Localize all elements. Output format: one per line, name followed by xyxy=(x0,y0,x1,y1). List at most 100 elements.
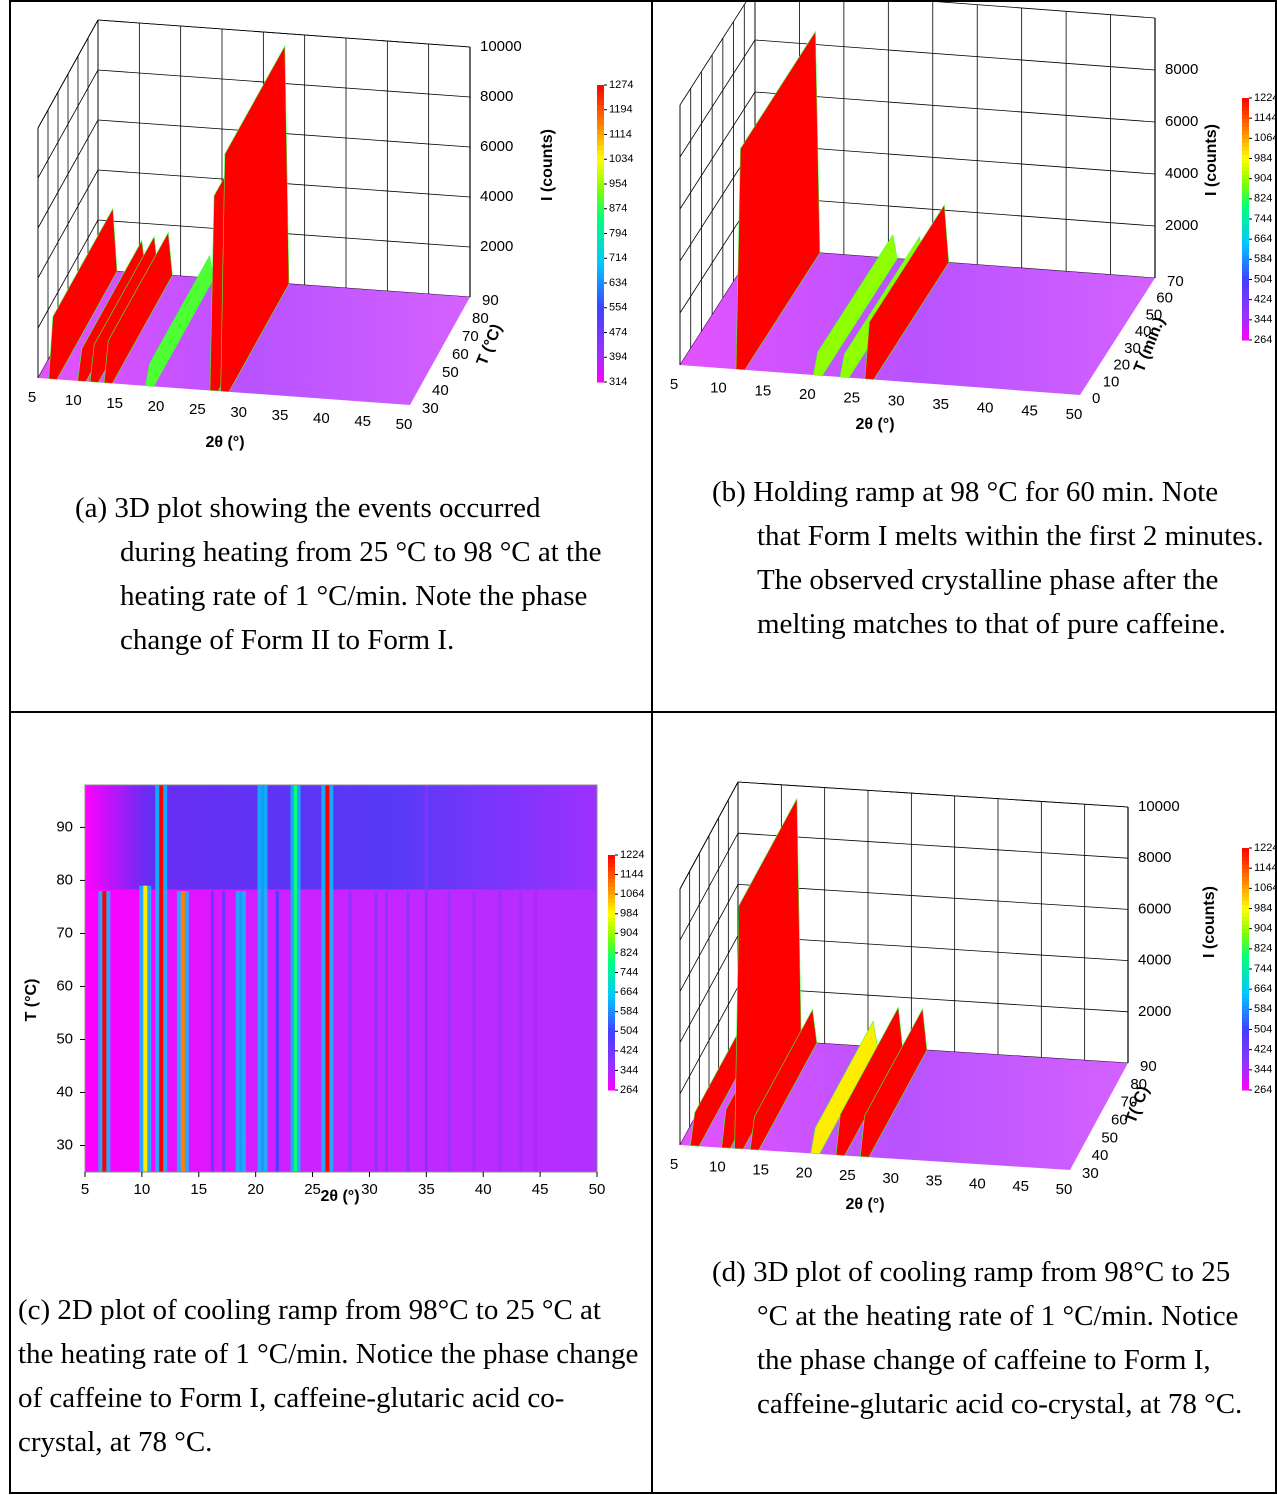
x-tick-label: 30 xyxy=(230,404,247,421)
colorbar-segment xyxy=(608,992,615,997)
colorbar-tick-label: 1144 xyxy=(1254,862,1277,874)
colorbar-segment xyxy=(1242,908,1249,914)
colorbar-tick-label: 344 xyxy=(1254,1064,1272,1076)
colorbar-segment xyxy=(1242,985,1249,990)
colorbar-segment xyxy=(1242,202,1249,208)
colorbar-segment xyxy=(597,258,604,264)
y-tick-label: 0 xyxy=(1092,390,1100,407)
y-tick-label: 50 xyxy=(1101,1129,1118,1146)
colorbar-segment xyxy=(1242,275,1249,280)
peak xyxy=(103,231,173,384)
colorbar-segment xyxy=(1242,1001,1249,1006)
y-tick-label: 30 xyxy=(1124,340,1141,357)
grid-line xyxy=(754,39,1156,71)
colorbar-segment xyxy=(1242,255,1249,260)
colorbar-segment xyxy=(608,890,615,895)
colorbar-segment xyxy=(1242,956,1249,962)
colorbar-tick-label: 664 xyxy=(620,986,638,998)
colorbar-segment xyxy=(608,1066,615,1071)
colorbar-segment xyxy=(608,929,615,934)
colorbar-segment xyxy=(1242,198,1249,204)
colorbar-tick-label: 824 xyxy=(620,947,638,959)
grid-line xyxy=(754,91,1156,123)
colorbar-segment xyxy=(1242,932,1249,938)
colorbar-segment xyxy=(1242,186,1249,192)
stripe xyxy=(374,891,378,1172)
colorbar-segment xyxy=(608,1031,615,1036)
colorbar-segment xyxy=(608,905,615,911)
grid-line xyxy=(737,935,1129,961)
colorbar-segment xyxy=(597,362,604,368)
y-tick-label: 40 xyxy=(432,382,449,399)
colorbar-segment xyxy=(1242,989,1249,994)
colorbar-segment xyxy=(1242,210,1249,216)
grid-line xyxy=(37,219,99,329)
colorbar-segment xyxy=(1242,1037,1249,1043)
z-axis-label: I (counts) xyxy=(1201,886,1218,958)
colorbar-segment xyxy=(597,188,604,195)
colorbar-segment xyxy=(1242,271,1249,276)
colorbar-segment xyxy=(597,278,604,284)
colorbar-segment xyxy=(1242,944,1249,950)
colorbar-tick-label: 744 xyxy=(620,966,638,978)
colorbar-tick-label: 744 xyxy=(1254,963,1272,975)
x-tick-label: 25 xyxy=(843,389,860,406)
colorbar-segment xyxy=(1242,1077,1249,1083)
z-tick-label: 10000 xyxy=(1138,798,1180,815)
x-tick-label: 40 xyxy=(313,410,330,427)
colorbar-segment xyxy=(597,297,604,304)
y-tick-label: 40 xyxy=(1092,1147,1109,1164)
colorbar-segment xyxy=(1242,888,1249,893)
y-tick-label: 60 xyxy=(1111,1111,1128,1128)
colorbar-segment xyxy=(1242,327,1249,333)
z-tick-label: 8000 xyxy=(480,88,513,105)
colorbar-segment xyxy=(597,218,604,225)
colorbar-segment xyxy=(1242,110,1249,115)
colorbar-tick-label: 904 xyxy=(1254,173,1272,185)
z-axis-label: I (counts) xyxy=(539,129,556,201)
colorbar-tick-label: 1144 xyxy=(1254,112,1277,124)
peak xyxy=(812,234,898,376)
colorbar-segment xyxy=(1242,896,1249,901)
colorbar-segment xyxy=(1242,1085,1249,1091)
colorbar-segment xyxy=(1242,122,1249,127)
colorbar-segment xyxy=(1242,952,1249,958)
colorbar-segment xyxy=(608,913,615,919)
grid-line xyxy=(679,884,739,992)
colorbar-segment xyxy=(597,243,604,249)
colorbar-segment xyxy=(608,866,615,872)
colorbar-segment xyxy=(608,1082,615,1087)
y-tick-label: 50 xyxy=(1146,306,1163,323)
y-tick-label: 70 xyxy=(1121,1094,1138,1111)
colorbar-segment xyxy=(1242,154,1249,159)
colorbar-segment xyxy=(597,94,604,101)
grid-line xyxy=(737,832,1129,859)
y-tick-label: 60 xyxy=(56,977,73,994)
peak xyxy=(145,254,215,387)
colorbar-tick-label: 714 xyxy=(609,252,627,264)
colorbar-segment xyxy=(597,104,604,111)
colorbar-segment xyxy=(1242,331,1249,337)
colorbar-segment xyxy=(608,917,615,923)
x-tick-label: 50 xyxy=(589,1181,606,1198)
colorbar-segment xyxy=(1242,158,1249,164)
y-tick-label: 80 xyxy=(472,310,489,327)
grid-line xyxy=(37,19,99,129)
colorbar-tick-label: 984 xyxy=(620,908,638,920)
x-tick-label: 20 xyxy=(148,398,165,415)
x-tick-label: 30 xyxy=(361,1181,378,1198)
colorbar-segment xyxy=(1242,307,1249,313)
colorbar-segment xyxy=(1242,319,1249,325)
colorbar-tick-label: 664 xyxy=(1254,983,1272,995)
colorbar-segment xyxy=(1242,1029,1249,1035)
colorbar-tick-label: 744 xyxy=(1254,213,1272,225)
colorbar-segment xyxy=(608,870,615,876)
colorbar-segment xyxy=(1242,1017,1249,1022)
x-tick-label: 45 xyxy=(532,1181,549,1198)
peak xyxy=(864,204,950,380)
colorbar-segment xyxy=(1242,146,1249,151)
x-tick-label: 20 xyxy=(247,1181,264,1198)
colorbar-segment xyxy=(597,85,604,91)
colorbar-tick-label: 984 xyxy=(1254,152,1272,164)
colorbar-segment xyxy=(1242,1025,1249,1030)
